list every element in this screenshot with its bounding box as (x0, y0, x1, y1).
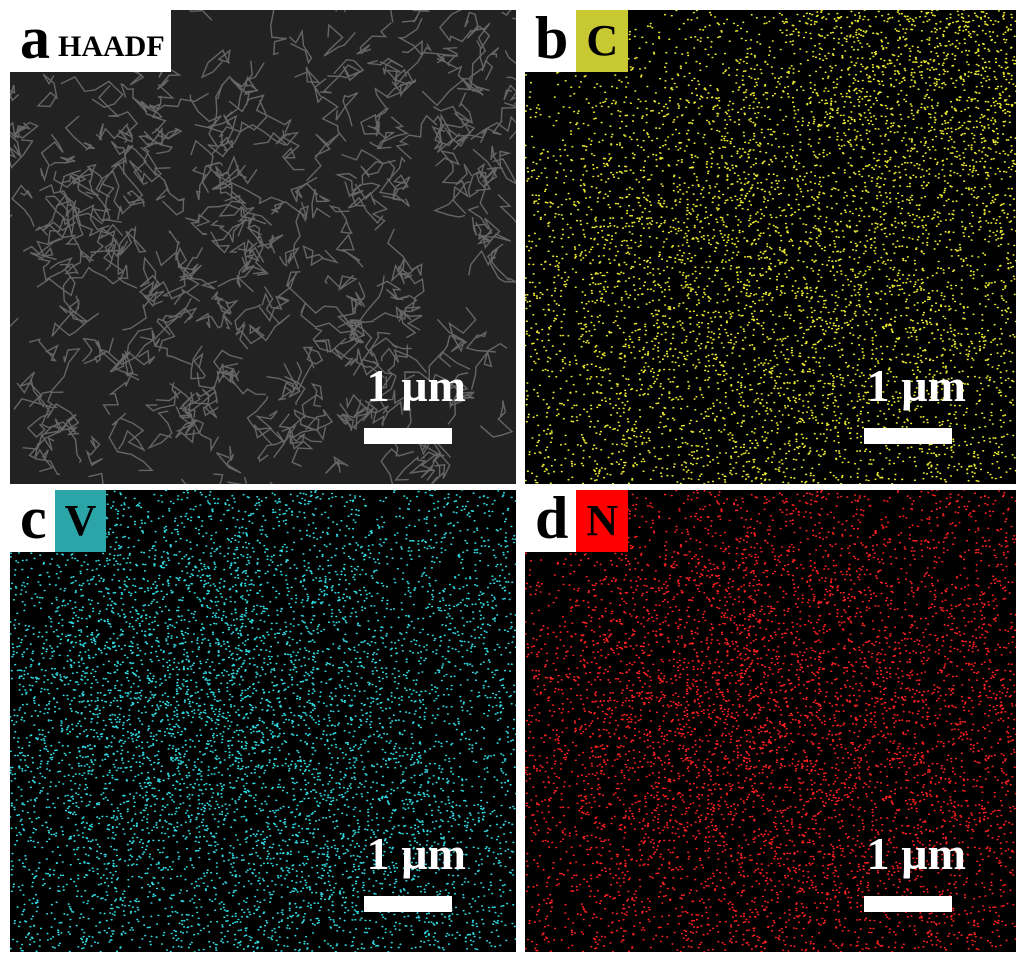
signal (525, 10, 1016, 484)
signal (525, 490, 1016, 952)
scale-bar (364, 896, 452, 912)
micrograph (525, 10, 1016, 484)
scale-bar (364, 428, 452, 444)
panel-letter: d (525, 490, 576, 552)
panel-letter: a (10, 10, 58, 72)
panel-letter: b (525, 10, 576, 72)
scale-bar-label: 1 µm (867, 359, 966, 412)
scale-bar (864, 896, 952, 912)
signal (10, 490, 516, 952)
scale-bar (864, 428, 952, 444)
scale-bar-label: 1 µm (367, 359, 466, 412)
element-label: V (55, 490, 107, 552)
micrograph (10, 490, 516, 952)
panel-letter: c (10, 490, 55, 552)
micrograph (525, 490, 1016, 952)
element-label: N (576, 490, 628, 552)
figure: aHAADF 1 µm bC 1 µm cV 1 µm dN 1 µm (0, 0, 1019, 955)
scale-bar-label: 1 µm (867, 827, 966, 880)
element-label: C (576, 10, 628, 72)
micrograph (10, 10, 516, 484)
scale-bar-label: 1 µm (367, 827, 466, 880)
element-label: HAADF (58, 10, 171, 72)
